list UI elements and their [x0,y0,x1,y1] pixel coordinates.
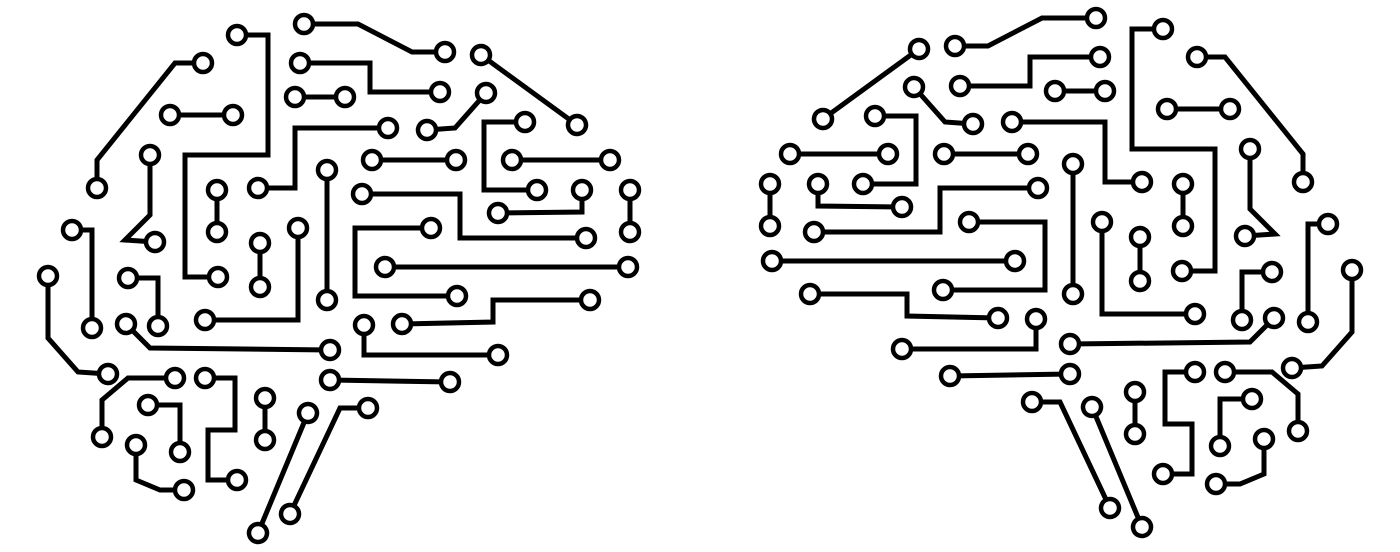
right-brain [770,18,1352,527]
left-brain [48,24,630,533]
